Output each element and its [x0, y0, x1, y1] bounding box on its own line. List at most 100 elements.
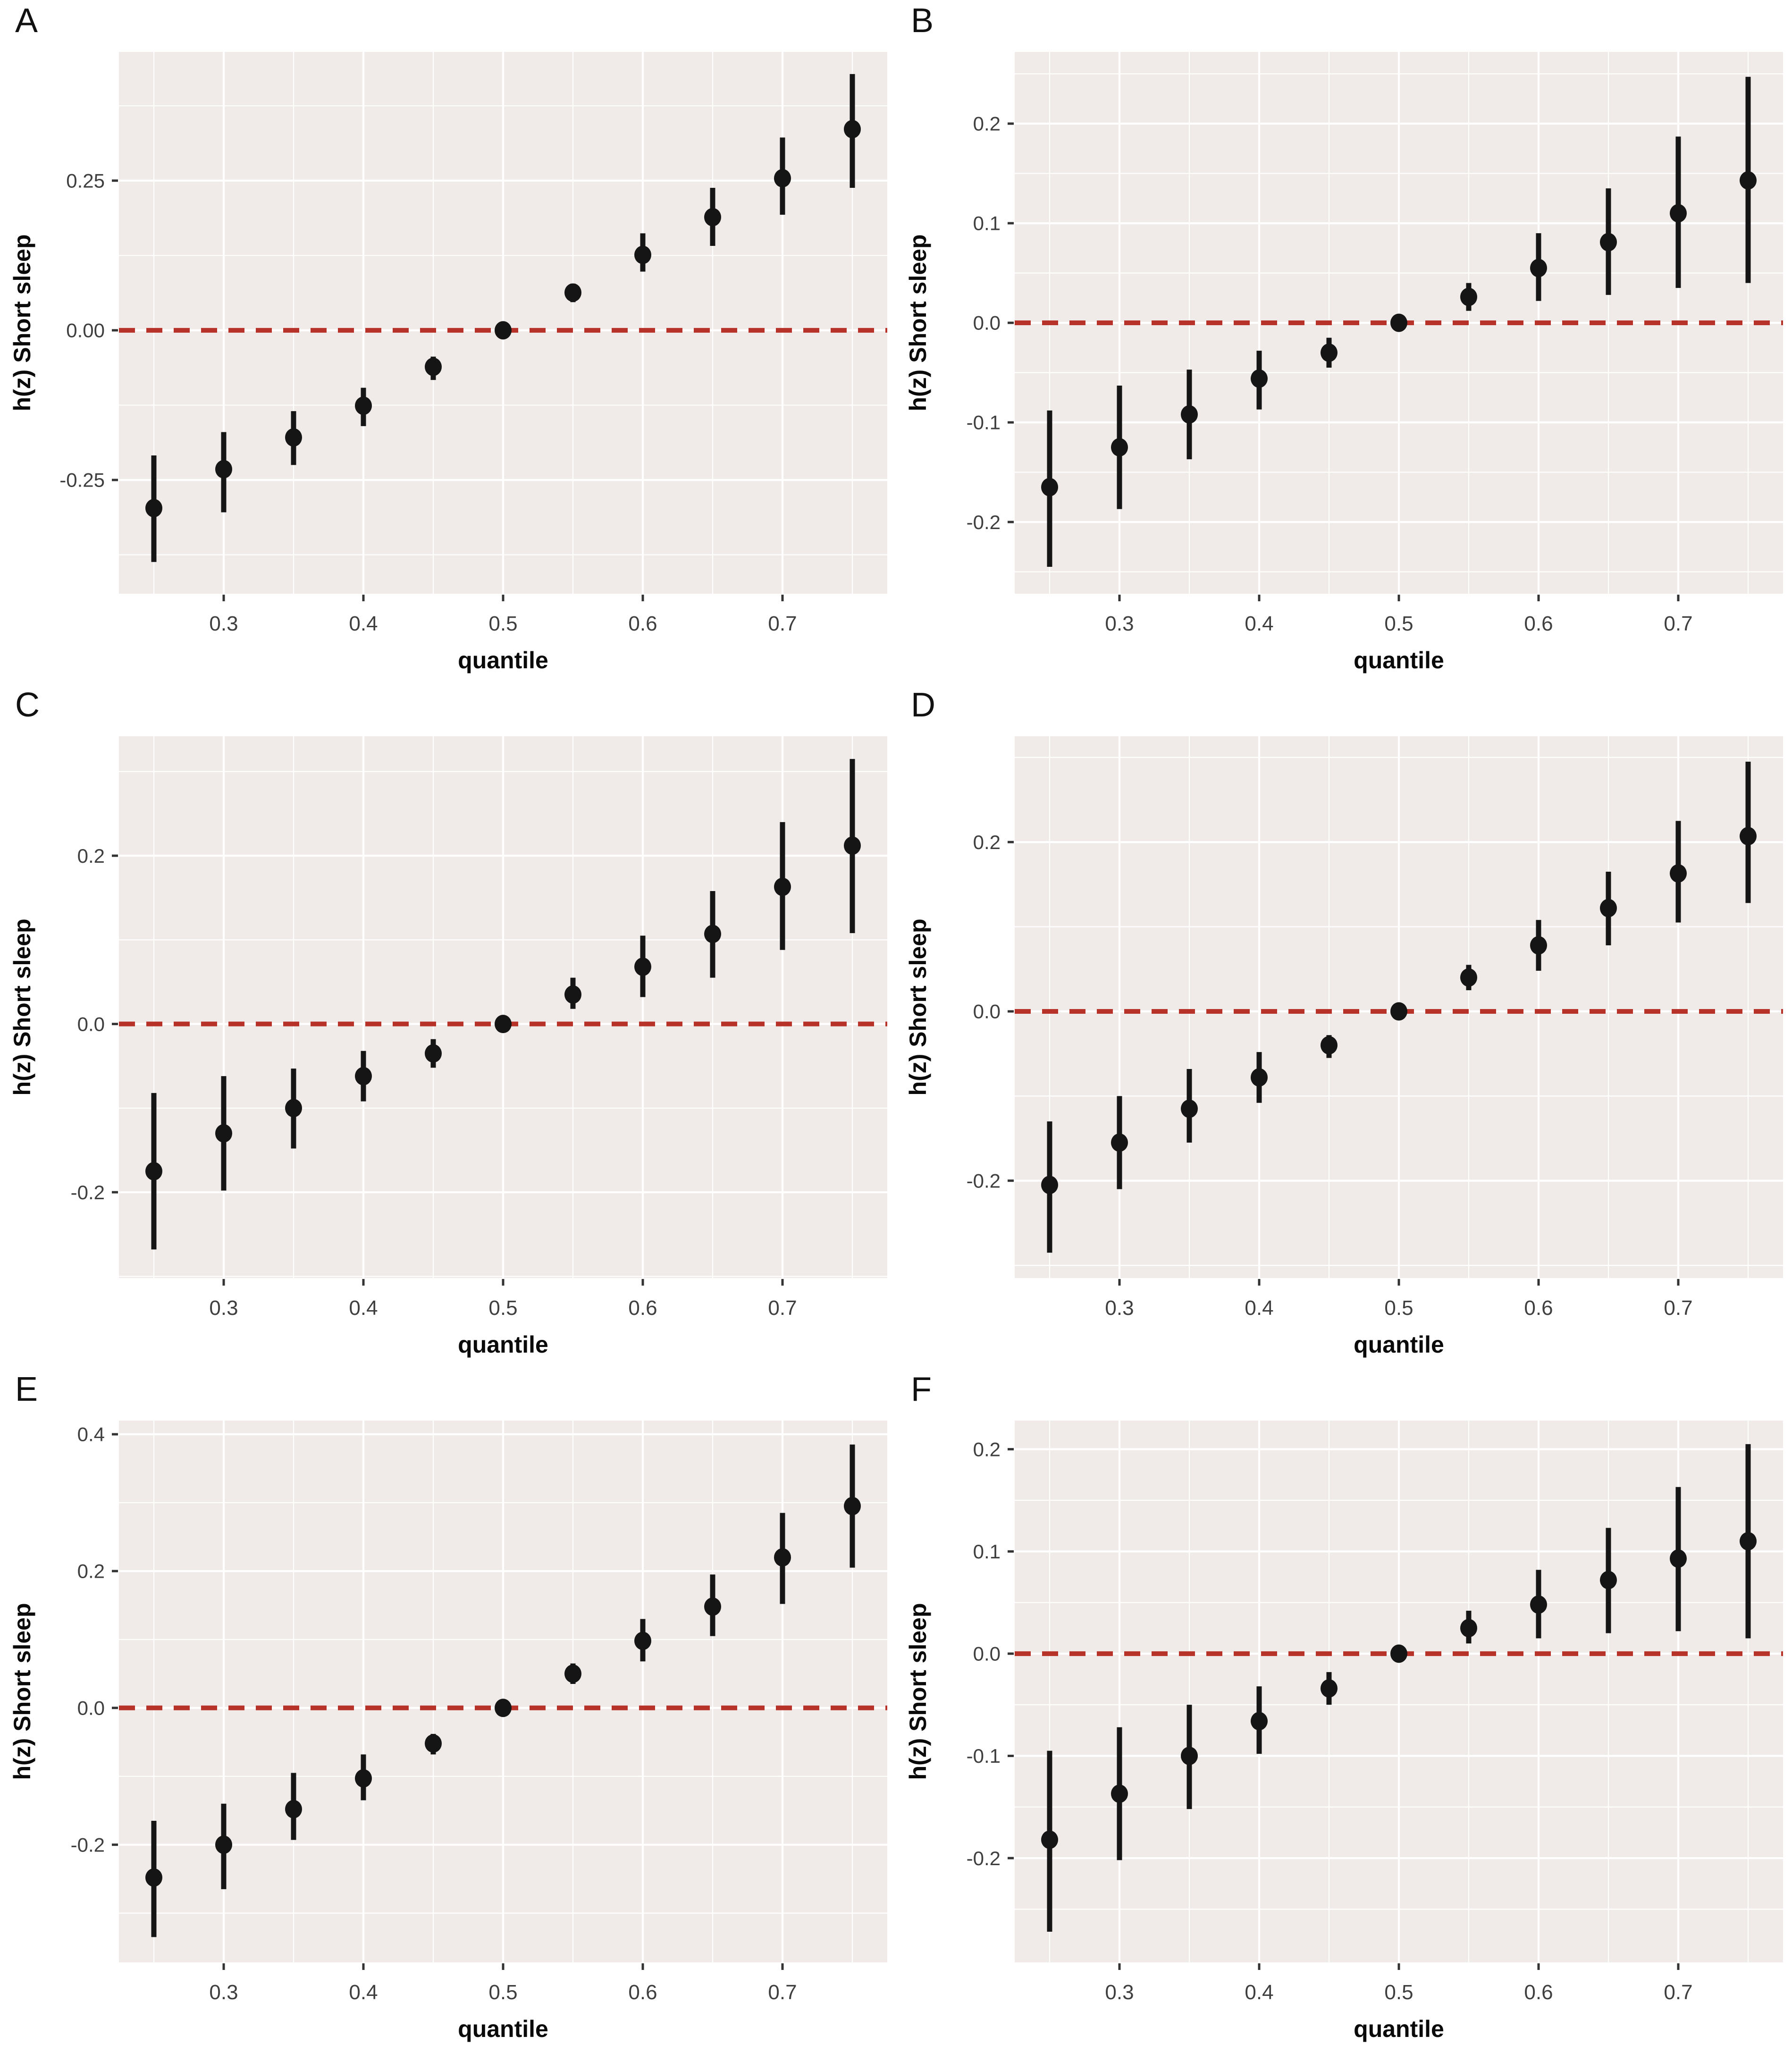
- x-tick-label: 0.5: [488, 1981, 517, 2004]
- data-point: [844, 120, 861, 139]
- data-point: [1181, 1099, 1198, 1118]
- data-point: [355, 396, 372, 415]
- data-point: [1181, 405, 1198, 424]
- x-axis-title: quantile: [1354, 647, 1444, 673]
- data-point: [1111, 1133, 1128, 1152]
- panel-d: D -0.2 0.0 0.2 0.3 0.4 0.5 0.6 0.7 h(z) Short sl…: [896, 684, 1792, 1369]
- data-point: [355, 1067, 372, 1085]
- data-point: [1670, 204, 1687, 223]
- y-tick-label: -0.2: [71, 1181, 105, 1203]
- x-tick-label: 0.7: [1664, 1296, 1692, 1320]
- data-point: [1041, 1176, 1058, 1195]
- data-point: [634, 957, 651, 976]
- x-tick-label: 0.6: [628, 1981, 657, 2004]
- data-point: [704, 1597, 721, 1616]
- y-tick-label: -0.1: [967, 1745, 1001, 1767]
- data-point: [215, 1835, 232, 1854]
- y-tick-label: 0.0: [77, 1697, 105, 1719]
- y-tick-label: 0.4: [77, 1423, 105, 1446]
- y-tick-label: 0.0: [973, 312, 1001, 334]
- x-tick-label: 0.6: [628, 612, 657, 635]
- data-point: [1251, 369, 1268, 388]
- data-point: [425, 1734, 442, 1753]
- x-tick-label: 0.7: [1664, 612, 1692, 635]
- data-point: [1111, 1784, 1128, 1803]
- y-axis-title: h(z) Short sleep: [9, 234, 35, 411]
- data-point: [1041, 478, 1058, 496]
- data-point: [564, 283, 581, 302]
- y-axis-title: h(z) Short sleep: [905, 234, 931, 411]
- data-point: [1041, 1830, 1058, 1849]
- x-tick-label: 0.6: [1524, 612, 1553, 635]
- data-point: [844, 1497, 861, 1515]
- data-point: [1321, 343, 1338, 362]
- data-point: [1670, 864, 1687, 883]
- x-tick-label: 0.7: [768, 1981, 797, 2004]
- y-tick-label: 0.00: [66, 320, 105, 342]
- panel-chart: -0.2 0.0 0.2 0.3 0.4 0.5 0.6 0.7 h(z) Short slee…: [9, 736, 887, 1358]
- y-axis-title: h(z) Short sleep: [9, 918, 35, 1095]
- y-tick-label: 0.0: [77, 1013, 105, 1035]
- data-point: [564, 1664, 581, 1683]
- panel-f: F -0.2 -0.1 0.0 0.1 0.2 0.3 0.4 0.5 0.6 0.7 h(z) S…: [896, 1369, 1792, 2053]
- x-axis-title: quantile: [1354, 2016, 1444, 2042]
- panel-c-chart: -0.2 0.0 0.2 0.3 0.4 0.5 0.6 0.7 h(z) Short slee…: [0, 684, 896, 1369]
- x-tick-label: 0.6: [1524, 1981, 1553, 2004]
- y-axis-title: h(z) Short sleep: [9, 1603, 35, 1780]
- y-tick-label: 0.2: [973, 831, 1001, 853]
- x-tick-label: 0.7: [1664, 1981, 1692, 2004]
- panel-e: E -0.2 0.0 0.2 0.4 0.3 0.4 0.5 0.6 0.7 h(z) Short…: [0, 1369, 896, 2053]
- panel-chart: -0.2 0.0 0.2 0.4 0.3 0.4 0.5 0.6 0.7 h(z) Short s…: [9, 1421, 887, 2042]
- data-point: [774, 877, 791, 896]
- data-point: [495, 1699, 512, 1717]
- data-point: [1740, 1532, 1757, 1551]
- y-tick-label: 0.2: [77, 845, 105, 867]
- data-point: [1530, 936, 1547, 955]
- y-tick-label: 0.2: [973, 1438, 1001, 1460]
- panel-d-chart: -0.2 0.0 0.2 0.3 0.4 0.5 0.6 0.7 h(z) Short slee…: [896, 684, 1792, 1369]
- y-tick-label: 0.1: [973, 212, 1001, 235]
- x-tick-label: 0.4: [349, 1296, 378, 1320]
- data-point: [285, 428, 302, 447]
- x-tick-label: 0.4: [349, 1981, 378, 2004]
- data-point: [704, 925, 721, 943]
- panel-f-chart: -0.2 -0.1 0.0 0.1 0.2 0.3 0.4 0.5 0.6 0.7 h(z) Sho…: [896, 1369, 1792, 2053]
- data-point: [1600, 899, 1617, 917]
- x-tick-label: 0.3: [1105, 612, 1134, 635]
- data-point: [1530, 1595, 1547, 1614]
- x-axis-title: quantile: [458, 1331, 548, 1358]
- data-point: [564, 985, 581, 1004]
- data-point: [774, 1548, 791, 1567]
- data-point: [634, 1632, 651, 1650]
- data-point: [1321, 1036, 1338, 1055]
- x-tick-label: 0.7: [768, 612, 797, 635]
- x-tick-label: 0.3: [1105, 1296, 1134, 1320]
- y-tick-label: -0.2: [71, 1834, 105, 1856]
- y-tick-label: 0.1: [973, 1540, 1001, 1563]
- panel-label-d: D: [911, 686, 935, 724]
- data-point: [1740, 171, 1757, 190]
- y-tick-label: -0.2: [967, 511, 1001, 533]
- x-axis-title: quantile: [458, 2016, 548, 2042]
- x-tick-label: 0.3: [209, 612, 238, 635]
- data-point: [1321, 1679, 1338, 1698]
- x-tick-label: 0.7: [768, 1296, 797, 1320]
- panel-label-c: C: [15, 686, 40, 724]
- panel-e-chart: -0.2 0.0 0.2 0.4 0.3 0.4 0.5 0.6 0.7 h(z) Short s…: [0, 1369, 896, 2053]
- data-point: [215, 460, 232, 479]
- y-tick-label: -0.2: [967, 1170, 1001, 1192]
- data-point: [285, 1099, 302, 1118]
- data-point: [1111, 438, 1128, 457]
- panel-a-chart: -0.25 0.00 0.25 0.3 0.4 0.5 0.6 0.7 h(z) Short s…: [0, 0, 896, 684]
- data-point: [1460, 1619, 1477, 1638]
- data-point: [1390, 1644, 1407, 1663]
- x-tick-label: 0.4: [1245, 1981, 1273, 2004]
- panel-c: C -0.2 0.0 0.2 0.3 0.4 0.5 0.6 0.7 h(z) Short sl…: [0, 684, 896, 1369]
- panel-chart: -0.2 -0.1 0.0 0.1 0.2 0.3 0.4 0.5 0.6 0.7 h(z) Sho…: [905, 1421, 1783, 2042]
- x-tick-label: 0.3: [1105, 1981, 1134, 2004]
- panel-label-f: F: [911, 1371, 932, 1408]
- y-tick-label: -0.1: [967, 412, 1001, 434]
- x-tick-label: 0.5: [488, 612, 517, 635]
- x-tick-label: 0.6: [1524, 1296, 1553, 1320]
